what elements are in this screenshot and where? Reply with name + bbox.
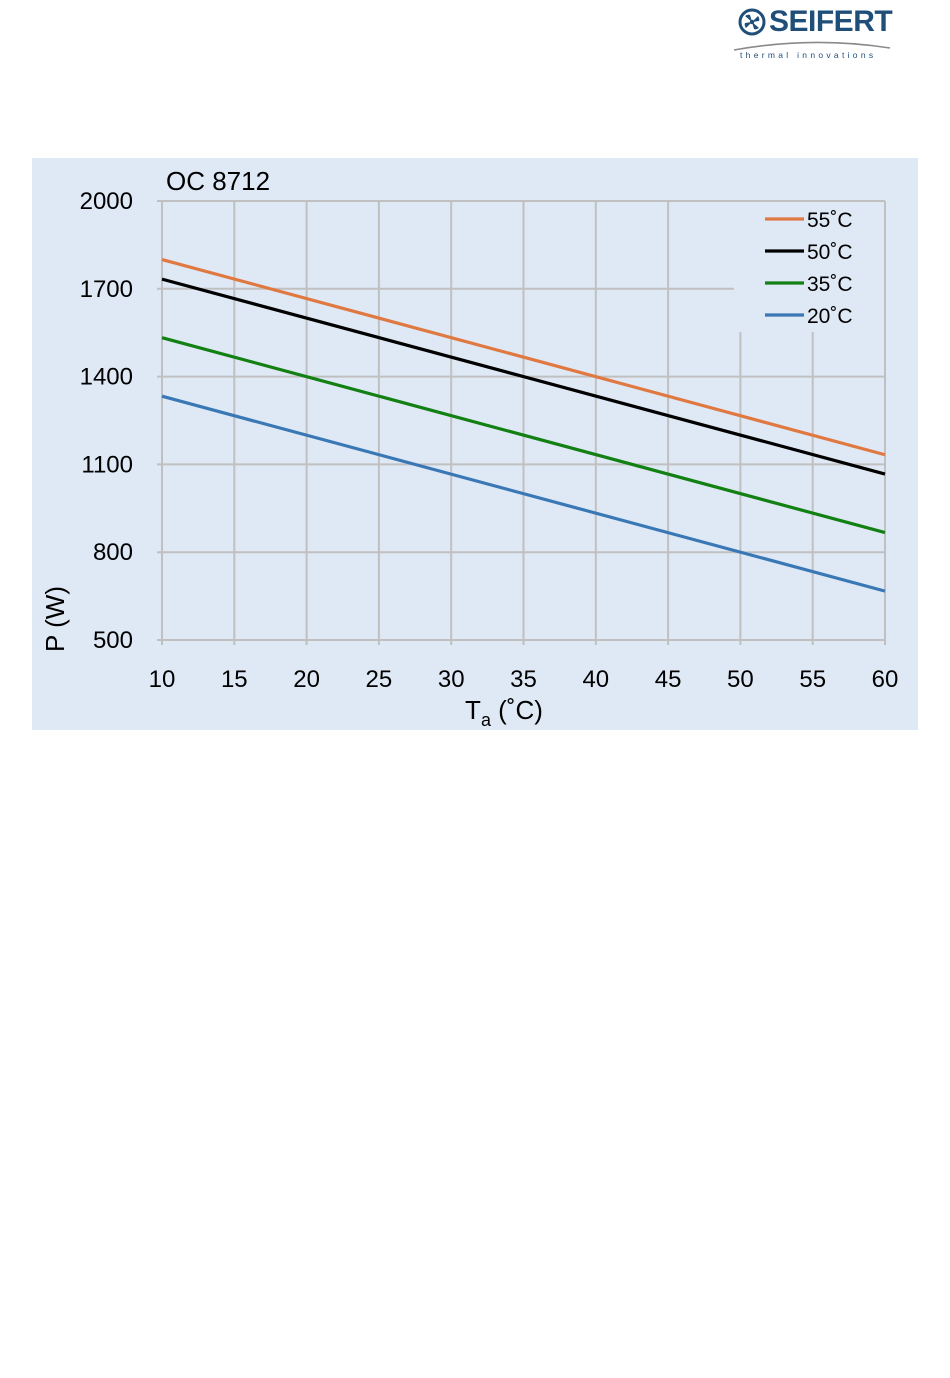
y-tick-label: 2000 (80, 188, 133, 215)
series-line (161, 336, 886, 535)
y-tick-label: 800 (93, 539, 133, 566)
series-line (161, 277, 886, 476)
legend-label: 50˚C (807, 241, 853, 264)
tick-label-layer: 10 15 20 25 30 35 40 45 50 55 60 500 800 1100 1400 1700… (80, 188, 899, 693)
fan-icon (738, 8, 766, 36)
x-tick-label: 45 (655, 666, 682, 693)
legend-label: 35˚C (807, 273, 853, 296)
x-tick-label: 50 (727, 666, 754, 693)
y-axis-label: P (W) (40, 586, 70, 652)
performance-chart: 10 15 20 25 30 35 40 45 50 55 60 500 800 1100 1400 1700… (32, 158, 918, 730)
x-axis-label-main: T (465, 695, 481, 725)
x-tick-label: 25 (366, 666, 393, 693)
legend-label: 20˚C (807, 305, 853, 328)
x-tick-label: 60 (872, 666, 899, 693)
x-axis-label-sub: a (481, 710, 492, 730)
x-axis-label-unit: (˚C) (491, 695, 543, 725)
brand-tagline: thermal innovations (740, 50, 877, 60)
brand-logo-row: SEIFERT (738, 5, 893, 38)
y-tick-label: 1700 (80, 276, 133, 303)
chart-panel: 10 15 20 25 30 35 40 45 50 55 60 500 800 1100 1400 1700… (32, 158, 918, 730)
x-tick-label: 15 (221, 666, 248, 693)
series-line (161, 394, 886, 593)
x-tick-label: 40 (582, 666, 609, 693)
brand-logo: SEIFERT thermal innovations (730, 2, 895, 66)
legend-label: 55˚C (807, 209, 853, 232)
logo-swoosh (733, 41, 891, 51)
y-tick-label: 1400 (80, 364, 133, 391)
brand-name: SEIFERT (769, 5, 893, 38)
x-tick-label: 35 (510, 666, 537, 693)
x-axis-label: Ta (˚C) (465, 695, 543, 730)
chart-legend: 55˚C 50˚C 35˚C 20˚C (734, 202, 884, 332)
y-tick-label: 500 (93, 627, 133, 654)
x-tick-label: 20 (293, 666, 320, 693)
legend-box (734, 202, 884, 332)
x-tick-label: 30 (438, 666, 465, 693)
chart-title: OC 8712 (166, 166, 270, 196)
series-line (161, 257, 886, 457)
series-layer (161, 257, 886, 593)
x-tick-label: 10 (149, 666, 176, 693)
y-tick-label: 1100 (81, 451, 133, 478)
x-tick-label: 55 (799, 666, 826, 693)
